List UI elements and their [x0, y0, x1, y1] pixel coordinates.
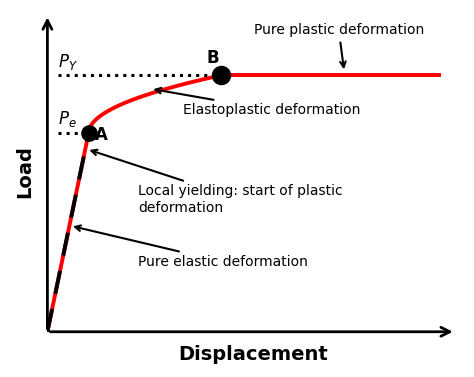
Text: A: A — [95, 126, 108, 144]
Text: Displacement: Displacement — [179, 345, 328, 364]
Text: Load: Load — [15, 145, 34, 198]
Text: $P_Y$: $P_Y$ — [58, 52, 78, 72]
Text: Elastoplastic deformation: Elastoplastic deformation — [155, 88, 361, 117]
Text: Local yielding: start of plastic
deformation: Local yielding: start of plastic deforma… — [91, 150, 343, 215]
Text: Pure plastic deformation: Pure plastic deformation — [254, 23, 424, 67]
Text: $P_e$: $P_e$ — [58, 109, 76, 129]
Text: Pure elastic deformation: Pure elastic deformation — [75, 225, 308, 269]
Text: B: B — [206, 49, 219, 67]
